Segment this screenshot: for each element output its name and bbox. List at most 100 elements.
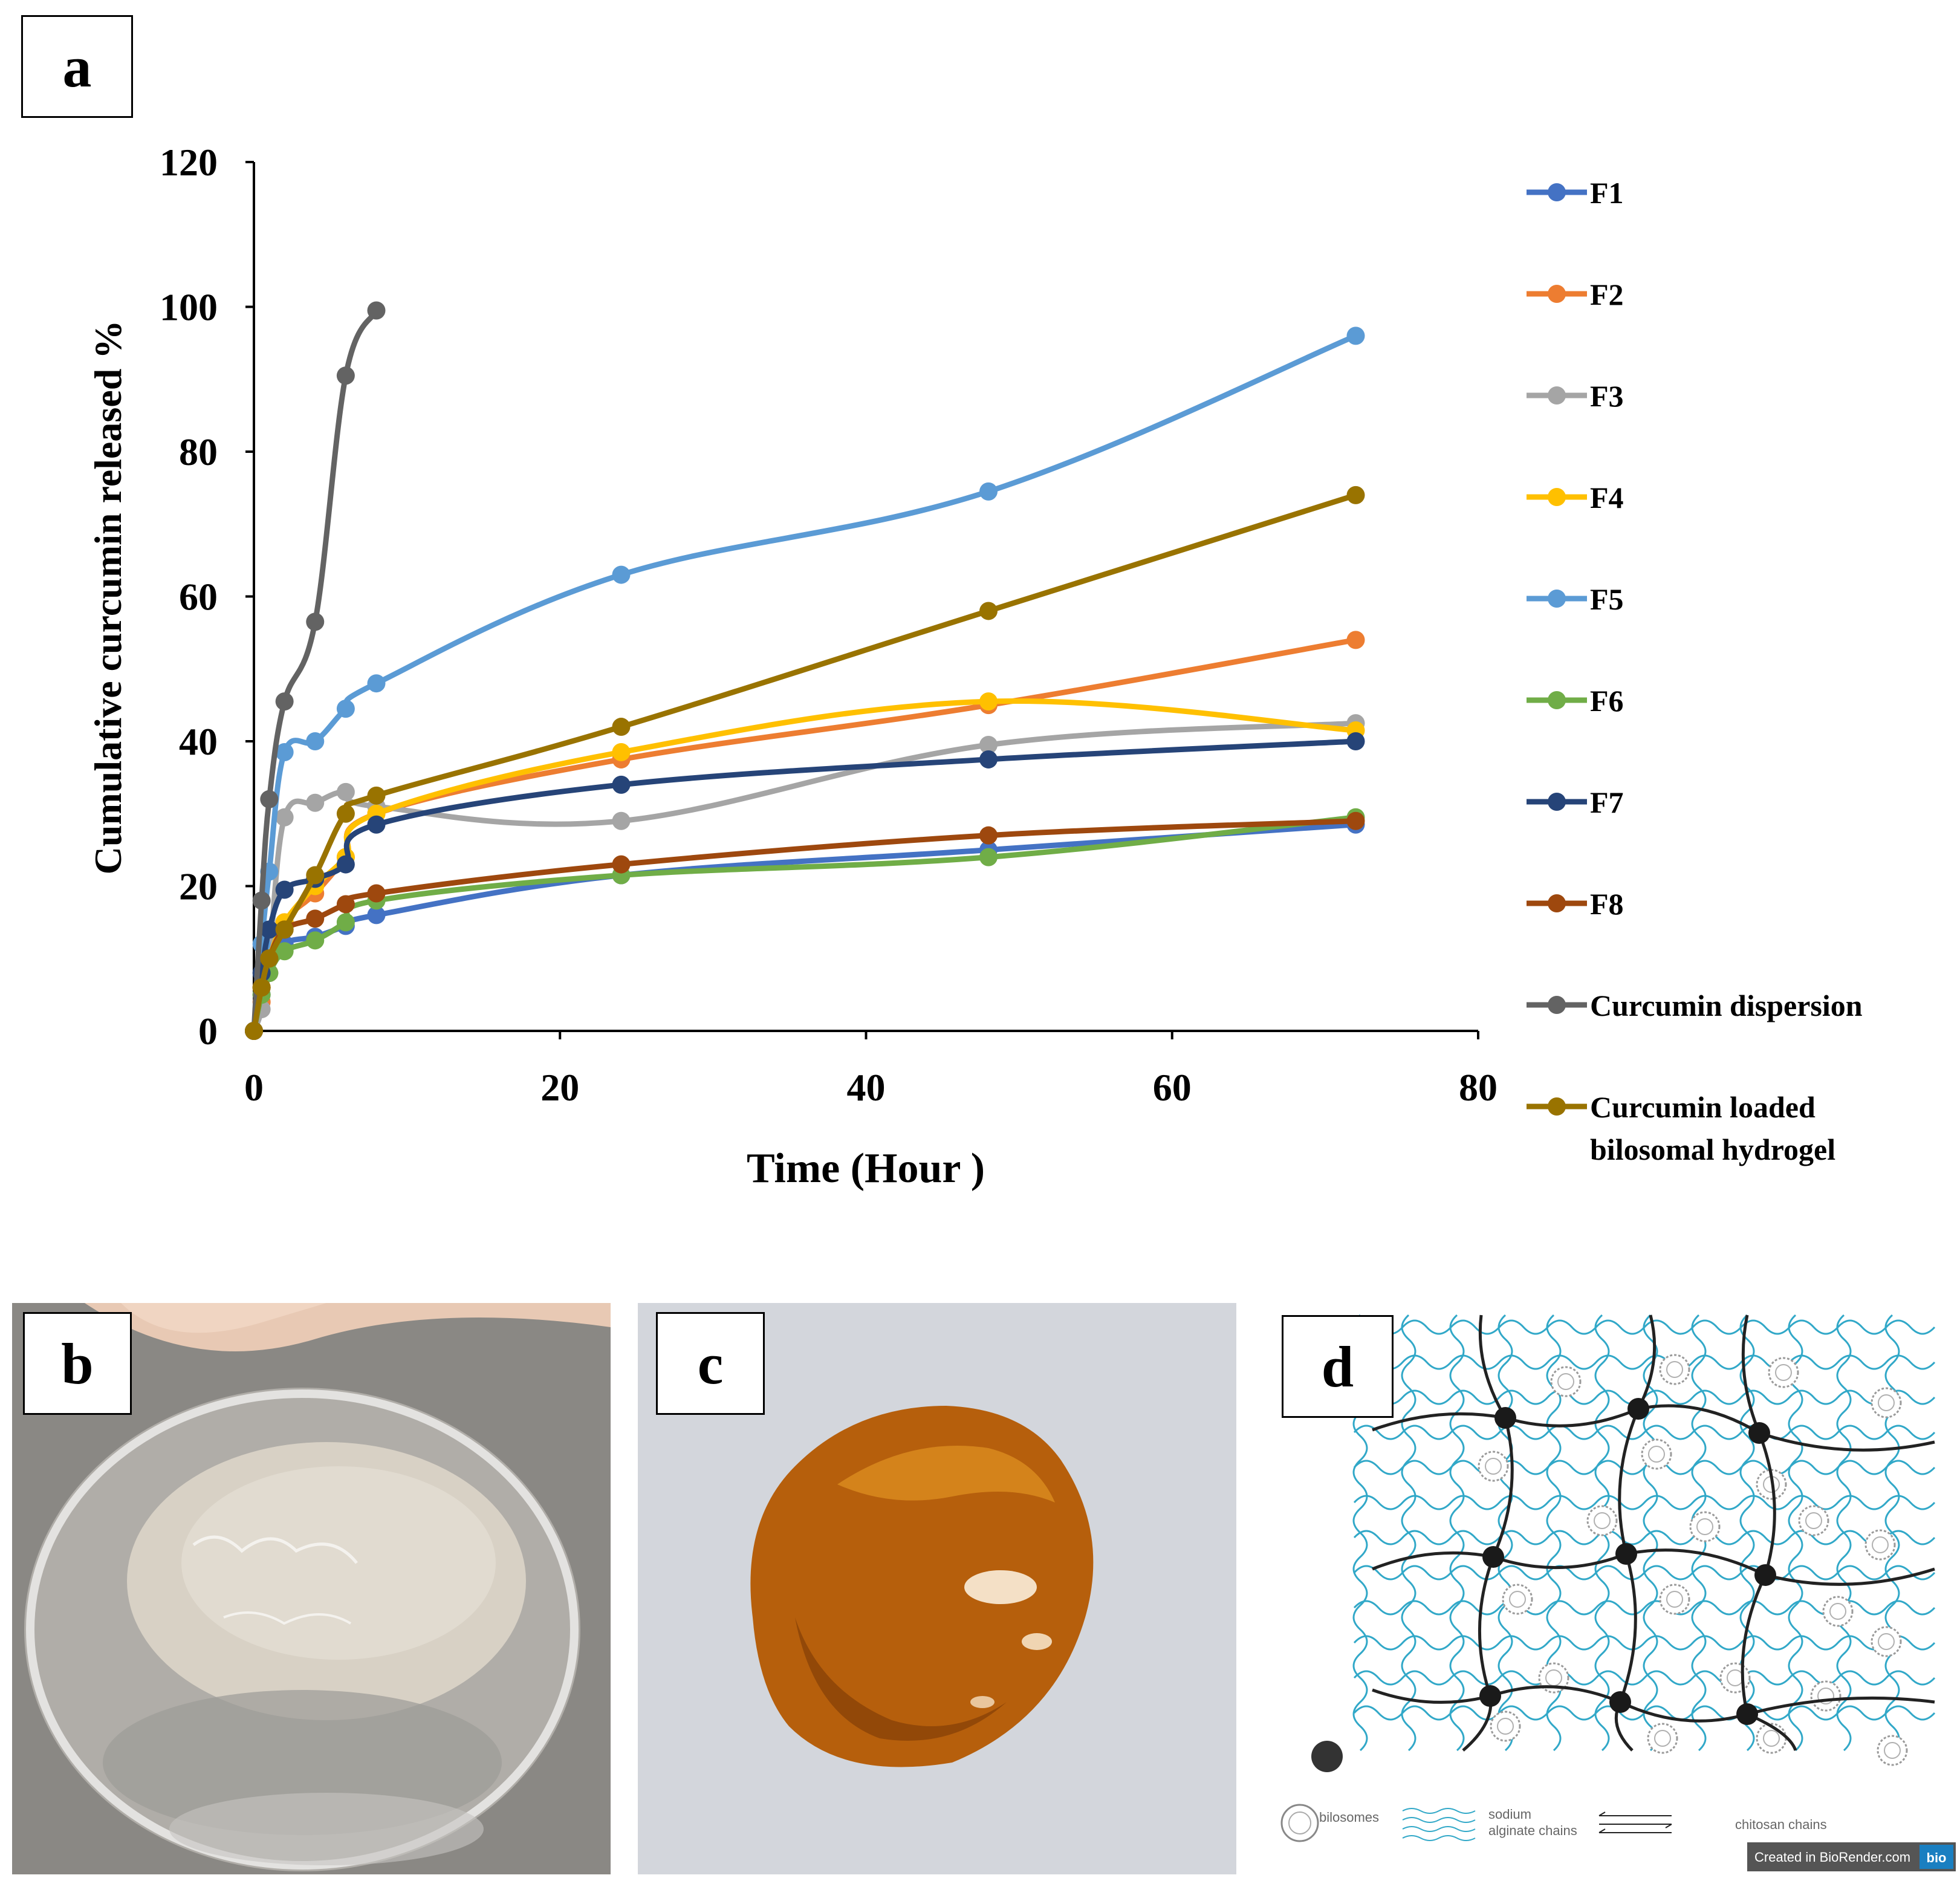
y-tick-label: 40: [179, 720, 218, 763]
bilosome: [1647, 1723, 1678, 1754]
legend-label-last-line2: bilosomal hydrogel: [1590, 1132, 1835, 1166]
bilosome: [1659, 1354, 1690, 1385]
data-point: [336, 895, 355, 914]
alginate-chains: [1352, 1314, 1936, 1752]
bilosome-legend-icon: [1280, 1804, 1319, 1842]
data-point: [275, 742, 294, 761]
series-3: [245, 714, 1365, 1040]
bilosome: [1877, 1735, 1908, 1766]
legend-label: Curcumin dispersion: [1590, 989, 1863, 1022]
alginate-chain: [1498, 1314, 1513, 1752]
x-tick-label: 80: [1459, 1066, 1498, 1109]
data-point: [367, 815, 386, 834]
panel-label-d: d: [1282, 1315, 1394, 1418]
data-point: [306, 612, 325, 631]
bilosome: [1871, 1387, 1902, 1418]
alginate-chain: [1353, 1425, 1936, 1440]
data-point: [367, 906, 386, 924]
alginate-chain: [1788, 1314, 1803, 1752]
chitosan-legend-icon: [1598, 1811, 1672, 1833]
bilosome: [1756, 1723, 1787, 1754]
legend-sodium-label: sodium: [1488, 1807, 1531, 1822]
chitosan-chain: [1638, 1404, 1760, 1435]
release-chart: 0 20 40 60 80 100 120 0 20 40 60 80 Cumulative cur…: [86, 141, 1863, 1192]
legend-label: Curcumin loaded: [1590, 1090, 1816, 1124]
legend-swatch-marker: [1548, 894, 1566, 912]
legend-swatch-marker: [1548, 691, 1566, 709]
x-tick-label: 0: [244, 1066, 264, 1109]
y-tick-label: 120: [160, 141, 218, 184]
biorender-credit: Created in BioRender.com: [1754, 1850, 1910, 1865]
chitosan-chain: [1372, 1412, 1506, 1432]
data-point: [306, 793, 325, 812]
series-layer: [245, 301, 1365, 1040]
panel-label-b: b: [23, 1312, 132, 1415]
data-point: [367, 884, 386, 903]
alginate-chain: [1353, 1530, 1936, 1545]
legend-label: F7: [1590, 785, 1624, 819]
data-point: [275, 920, 294, 939]
bilosome: [1659, 1584, 1690, 1615]
legend-label: F3: [1590, 379, 1624, 413]
chitosan-chains: [1372, 1314, 1935, 1752]
bilosome: [1502, 1584, 1533, 1615]
data-point: [979, 692, 998, 711]
legend-label: F4: [1590, 481, 1624, 515]
data-point: [306, 732, 325, 750]
y-tick-label: 100: [160, 286, 218, 329]
data-point: [979, 735, 998, 754]
biorender-logo: bio: [1927, 1850, 1947, 1865]
data-point: [1346, 486, 1365, 504]
alginate-chain: [1353, 1495, 1936, 1510]
legend-label: F8: [1590, 887, 1624, 921]
data-point: [1346, 327, 1365, 345]
legend-bilosomes-label: bilosomes: [1319, 1810, 1379, 1825]
data-point: [260, 949, 279, 968]
data-point: [367, 786, 386, 805]
bilosome: [1550, 1366, 1582, 1397]
bilosome: [1689, 1511, 1721, 1542]
bilosome: [1490, 1711, 1521, 1742]
data-point: [612, 775, 631, 794]
data-point: [336, 782, 355, 801]
photo-blank-hydrogel: [12, 1303, 611, 1874]
chitosan-chain: [1637, 1314, 1657, 1410]
y-ticks: 0 20 40 60 80 100 120: [160, 141, 254, 1053]
legend-swatch-marker: [1548, 386, 1566, 405]
series-line: [251, 492, 1358, 1034]
x-ticks: 0 20 40 60 80: [244, 1031, 1498, 1109]
chitosan-chain: [1757, 1432, 1776, 1576]
data-point: [252, 978, 271, 997]
bilosome: [1538, 1662, 1569, 1694]
data-point: [275, 808, 294, 827]
bilosome: [1641, 1438, 1672, 1470]
chitosan-chain: [1747, 1696, 1935, 1716]
data-point: [1346, 811, 1365, 830]
panel-label-c: c: [656, 1312, 765, 1415]
data-point: [336, 913, 355, 932]
y-tick-label: 60: [179, 576, 218, 619]
data-point: [306, 931, 325, 950]
crosslink-node: [1736, 1703, 1758, 1725]
x-tick-label: 60: [1153, 1066, 1192, 1109]
data-point: [979, 750, 998, 768]
chitosan-chain: [1478, 1556, 1495, 1697]
series-8: [245, 811, 1365, 1040]
legend-swatch-marker: [1548, 488, 1566, 506]
alginate-chain: [1884, 1314, 1900, 1752]
chitosan-chain: [1478, 1314, 1507, 1419]
bilosome: [1798, 1505, 1829, 1536]
chitosan-chain: [1741, 1574, 1767, 1715]
series-10: [245, 486, 1365, 1040]
chitosan-chain: [1619, 1700, 1748, 1723]
y-tick-label: 80: [179, 431, 218, 473]
panel-label-a: a: [21, 15, 133, 118]
alginate-chain: [1836, 1314, 1852, 1752]
chitosan-chain: [1618, 1408, 1640, 1555]
alginate-chain: [1353, 1354, 1936, 1370]
y-tick-label: 0: [198, 1010, 218, 1053]
series-line: [251, 333, 1358, 1034]
chitosan-chain: [1618, 1553, 1637, 1703]
data-point: [979, 602, 998, 620]
chitosan-chain: [1490, 1685, 1621, 1704]
